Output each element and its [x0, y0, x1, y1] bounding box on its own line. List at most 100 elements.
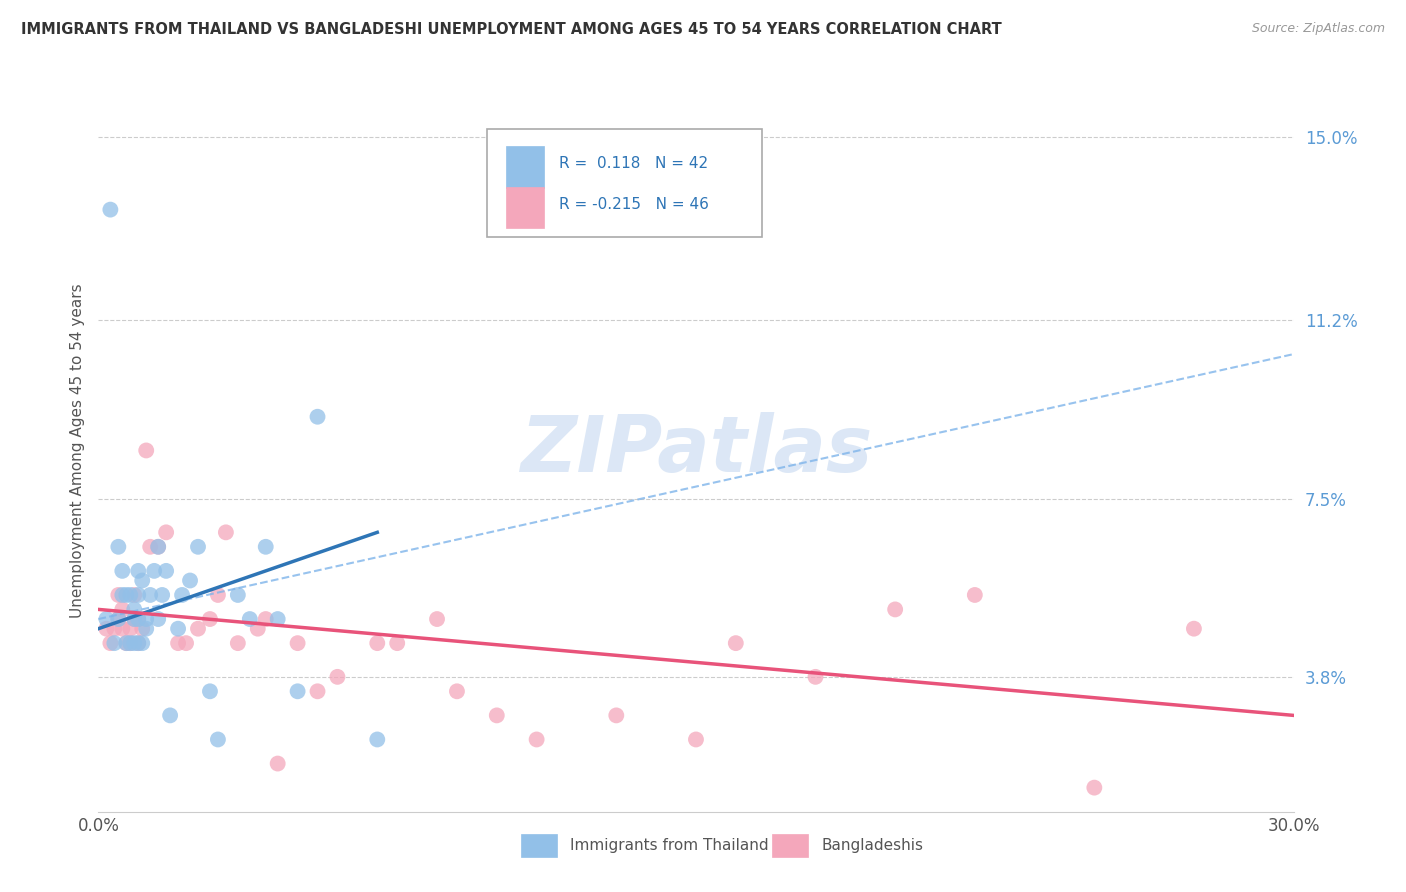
- Point: [124, 602, 146, 616]
- Point: [120, 636, 142, 650]
- Point: [254, 612, 277, 626]
- Point: [127, 564, 149, 578]
- Point: [167, 622, 190, 636]
- Point: [246, 622, 269, 636]
- Point: [143, 564, 166, 578]
- Text: R = -0.215   N = 46: R = -0.215 N = 46: [558, 197, 709, 211]
- Point: [98, 202, 122, 217]
- Text: ZIPatlas: ZIPatlas: [520, 412, 872, 489]
- Point: [215, 525, 238, 540]
- Point: [111, 588, 134, 602]
- Point: [804, 670, 827, 684]
- Point: [174, 636, 197, 650]
- Point: [198, 684, 221, 698]
- Point: [287, 636, 309, 650]
- Point: [124, 612, 146, 626]
- Point: [131, 636, 153, 650]
- Point: [127, 588, 149, 602]
- Point: [127, 612, 149, 626]
- Point: [287, 684, 309, 698]
- Point: [111, 622, 134, 636]
- Point: [307, 684, 329, 698]
- Point: [96, 622, 118, 636]
- Point: [187, 622, 209, 636]
- Point: [426, 612, 449, 626]
- Point: [155, 564, 177, 578]
- Y-axis label: Unemployment Among Ages 45 to 54 years: Unemployment Among Ages 45 to 54 years: [69, 283, 84, 618]
- Point: [159, 708, 181, 723]
- Point: [115, 636, 138, 650]
- Point: [485, 708, 508, 723]
- Point: [127, 636, 149, 650]
- Point: [103, 622, 125, 636]
- Point: [107, 612, 129, 626]
- Point: [135, 622, 157, 636]
- Point: [148, 612, 170, 626]
- Point: [115, 636, 138, 650]
- Point: [1182, 622, 1205, 636]
- Point: [139, 540, 162, 554]
- Point: [124, 636, 146, 650]
- Point: [150, 588, 173, 602]
- Point: [605, 708, 627, 723]
- Point: [239, 612, 262, 626]
- Point: [131, 622, 153, 636]
- Point: [685, 732, 707, 747]
- Point: [139, 588, 162, 602]
- Text: Source: ZipAtlas.com: Source: ZipAtlas.com: [1251, 22, 1385, 36]
- Text: Bangladeshis: Bangladeshis: [821, 838, 924, 853]
- Point: [724, 636, 747, 650]
- Point: [226, 636, 249, 650]
- Point: [148, 540, 170, 554]
- Point: [131, 574, 153, 588]
- Point: [1083, 780, 1105, 795]
- Point: [366, 636, 388, 650]
- Point: [366, 732, 388, 747]
- Point: [326, 670, 349, 684]
- Point: [107, 612, 129, 626]
- Point: [254, 540, 277, 554]
- Point: [127, 636, 149, 650]
- FancyBboxPatch shape: [522, 834, 557, 857]
- Point: [135, 612, 157, 626]
- Point: [198, 612, 221, 626]
- Point: [207, 732, 229, 747]
- Point: [127, 612, 149, 626]
- Point: [267, 612, 290, 626]
- Point: [107, 588, 129, 602]
- FancyBboxPatch shape: [506, 187, 544, 228]
- FancyBboxPatch shape: [772, 834, 808, 857]
- Point: [187, 540, 209, 554]
- Text: R =  0.118   N = 42: R = 0.118 N = 42: [558, 156, 707, 171]
- Point: [103, 636, 125, 650]
- Point: [884, 602, 907, 616]
- Point: [124, 612, 146, 626]
- Point: [111, 564, 134, 578]
- Point: [167, 636, 190, 650]
- Point: [307, 409, 329, 424]
- Point: [207, 588, 229, 602]
- Point: [446, 684, 468, 698]
- Point: [111, 602, 134, 616]
- Point: [124, 588, 146, 602]
- Point: [120, 588, 142, 602]
- Point: [120, 636, 142, 650]
- Point: [96, 612, 118, 626]
- Point: [135, 443, 157, 458]
- Point: [179, 574, 201, 588]
- Point: [267, 756, 290, 771]
- Point: [107, 540, 129, 554]
- Point: [120, 622, 142, 636]
- Point: [115, 588, 138, 602]
- Point: [226, 588, 249, 602]
- Text: IMMIGRANTS FROM THAILAND VS BANGLADESHI UNEMPLOYMENT AMONG AGES 45 TO 54 YEARS C: IMMIGRANTS FROM THAILAND VS BANGLADESHI …: [21, 22, 1002, 37]
- Point: [155, 525, 177, 540]
- FancyBboxPatch shape: [486, 129, 762, 237]
- Text: Immigrants from Thailand: Immigrants from Thailand: [571, 838, 769, 853]
- Point: [172, 588, 194, 602]
- Point: [148, 540, 170, 554]
- Point: [98, 636, 122, 650]
- Point: [385, 636, 409, 650]
- Point: [963, 588, 986, 602]
- FancyBboxPatch shape: [506, 146, 544, 187]
